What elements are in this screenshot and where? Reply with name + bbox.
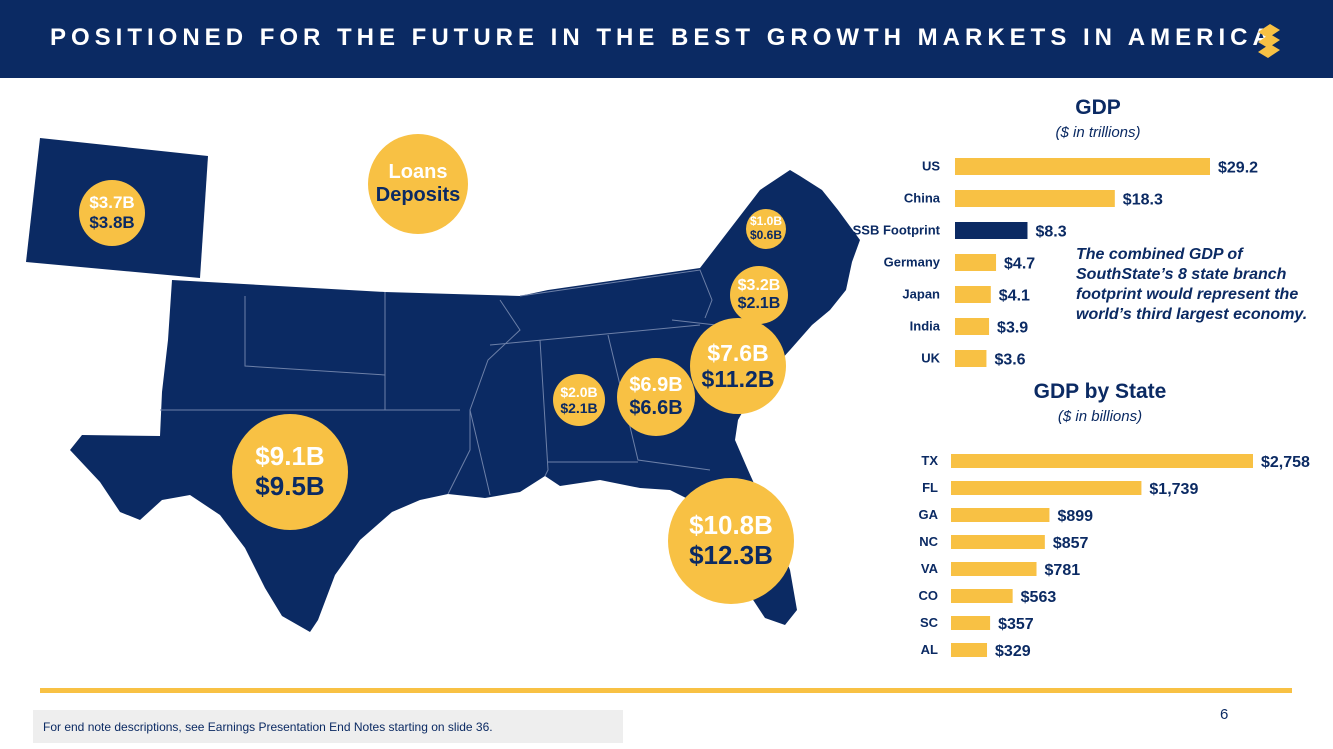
- state-bar-chart: TX $2,758 FL $1,739 GA $899 NC $857 VA $781 CO $563…: [919, 453, 1311, 660]
- value-label: $18.3: [1123, 192, 1163, 209]
- category-label: FL: [922, 480, 938, 495]
- bubble-loans: $2.0B: [560, 383, 598, 400]
- bubble-deposits: $0.6B: [749, 228, 783, 242]
- value-label: $4.1: [999, 288, 1030, 305]
- bubble-loans: $1.0B: [749, 214, 783, 229]
- bubble-deposits: $9.5B: [255, 471, 325, 501]
- value-label: $2,758: [1261, 454, 1310, 471]
- category-label: SSB Footprint: [853, 223, 941, 238]
- category-label: GA: [919, 507, 939, 522]
- category-label: India: [910, 319, 941, 334]
- bubble-ga: $6.9B $6.6B: [617, 358, 695, 436]
- value-label: $857: [1053, 535, 1089, 552]
- value-label: $8.3: [1035, 224, 1066, 241]
- bubble-loans: $3.2B: [737, 276, 781, 294]
- value-label: $563: [1021, 589, 1057, 606]
- gdp-chart-subtitle: ($ in trillions): [1055, 124, 1141, 141]
- gdp-chart-title: GDP: [1075, 96, 1121, 119]
- bubble-sc: $7.6B $11.2B: [690, 318, 786, 414]
- value-label: $899: [1057, 508, 1093, 525]
- header-bar: POSITIONED FOR THE FUTURE IN THE BEST GR…: [0, 0, 1333, 78]
- value-label: $4.7: [1004, 256, 1035, 273]
- gdp-bar-chart: US $29.2 China $18.3 SSB Footprint $8.3 German…: [853, 158, 1258, 369]
- value-label: $357: [998, 616, 1034, 633]
- bar: [955, 350, 987, 367]
- bubble-loans: $9.1B: [255, 441, 325, 472]
- southstate-logo-icon: [1258, 24, 1280, 58]
- page-title: POSITIONED FOR THE FUTURE IN THE BEST GR…: [50, 24, 1275, 51]
- value-label: $329: [995, 643, 1031, 660]
- category-label: Germany: [884, 255, 941, 270]
- bubble-deposits: $12.3B: [689, 540, 773, 570]
- bubble-loans: $3.7B: [89, 193, 135, 213]
- category-label: UK: [921, 351, 940, 366]
- bar: [955, 318, 990, 335]
- bar: [951, 454, 1253, 468]
- bubble-deposits: $3.8B: [89, 213, 135, 232]
- bubble-tx: $9.1B $9.5B: [232, 414, 348, 530]
- category-label: NC: [919, 534, 938, 549]
- bar: [951, 616, 991, 630]
- bar: [951, 589, 1013, 603]
- bubble-loans: $6.9B: [629, 374, 683, 396]
- value-label: $1,739: [1149, 481, 1198, 498]
- bubble-al: $2.0B $2.1B: [553, 374, 605, 426]
- bar: [955, 158, 1210, 175]
- bubble-loans: $10.8B: [689, 510, 773, 541]
- category-label: TX: [921, 453, 938, 468]
- gold-divider: [40, 688, 1292, 693]
- footer-note-box: For end note descriptions, see Earnings …: [33, 710, 623, 743]
- bar: [955, 190, 1115, 207]
- category-label: SC: [920, 615, 939, 630]
- value-label: $781: [1045, 562, 1081, 579]
- bar: [951, 508, 1050, 522]
- bar: [955, 286, 991, 303]
- bar: [951, 481, 1142, 495]
- legend-loans-label: Loans: [388, 161, 448, 183]
- legend-bubble: Loans Deposits: [368, 134, 468, 234]
- bubble-nc: $3.2B $2.1B: [730, 266, 788, 324]
- bar: [955, 254, 997, 271]
- category-label: Japan: [902, 287, 940, 302]
- bar: [951, 535, 1045, 549]
- bubble-deposits: $2.1B: [737, 295, 781, 312]
- value-label: $3.6: [994, 352, 1025, 369]
- category-label: VA: [921, 561, 939, 576]
- bubble-co: $3.7B $3.8B: [79, 180, 145, 246]
- legend-deposits-label: Deposits: [375, 184, 461, 206]
- category-label: AL: [921, 642, 938, 657]
- state-chart-title: GDP by State: [1033, 380, 1167, 403]
- bubble-va: $1.0B $0.6B: [746, 209, 786, 249]
- footer-note: For end note descriptions, see Earnings …: [43, 720, 493, 734]
- page-number: 6: [1220, 706, 1229, 723]
- bubble-deposits: $6.6B: [629, 397, 683, 419]
- category-label: US: [922, 159, 940, 174]
- bubble-fl: $10.8B $12.3B: [668, 478, 794, 604]
- state-chart-subtitle: ($ in billions): [1057, 408, 1143, 425]
- value-label: $3.9: [997, 320, 1028, 337]
- bubble-loans: $7.6B: [707, 339, 769, 366]
- bubble-deposits: $2.1B: [560, 400, 598, 416]
- category-label: CO: [919, 588, 939, 603]
- bar: [955, 222, 1028, 239]
- bar: [951, 562, 1037, 576]
- category-label: China: [904, 191, 941, 206]
- bubble-deposits: $11.2B: [701, 366, 775, 392]
- value-label: $29.2: [1218, 160, 1258, 177]
- bar: [951, 643, 988, 657]
- footprint-note: The combined GDP of SouthState’s 8 state…: [1076, 246, 1308, 323]
